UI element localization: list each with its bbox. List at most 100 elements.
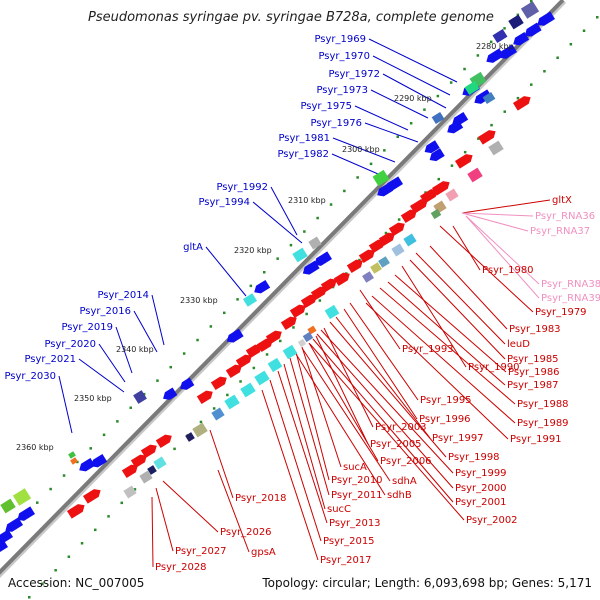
reverse-label-leader — [316, 333, 454, 489]
reverse-gene-label: Psyr_2010 — [331, 475, 383, 486]
reverse-label-leader — [315, 335, 369, 445]
reverse-label-leader — [308, 342, 379, 462]
feature-block — [267, 357, 283, 373]
forward-label-leader — [205, 246, 247, 297]
forward-label-leader — [98, 343, 126, 383]
reverse-gene-arrow — [280, 316, 297, 331]
tick-mark — [80, 542, 84, 545]
reverse-gene-label: sdhB — [387, 490, 412, 501]
feature-block — [378, 256, 390, 268]
tick-mark — [397, 218, 401, 221]
tick-mark — [449, 81, 453, 84]
reverse-gene-arrow — [121, 464, 138, 479]
reverse-label-leader — [312, 338, 454, 503]
reverse-gene-arrow — [388, 222, 405, 237]
reverse-gene-label: Psyr_RNA38 — [541, 279, 600, 290]
reverse-gene-arrow — [368, 239, 385, 254]
feature-block — [403, 233, 417, 247]
reverse-gene-arrow — [333, 272, 350, 287]
feature-block — [391, 243, 405, 257]
tick-mark — [212, 407, 216, 410]
reverse-label-leader — [301, 346, 342, 468]
tick-mark — [556, 56, 559, 59]
feature-block — [292, 247, 308, 263]
reverse-gene-label: Psyr_2028 — [155, 562, 207, 573]
feature-block — [123, 485, 137, 499]
tick-mark — [62, 474, 66, 477]
reverse-gene-arrow — [300, 294, 317, 309]
tick-mark — [463, 150, 467, 154]
tick-mark — [343, 189, 346, 193]
reverse-gene-arrow — [409, 199, 428, 214]
tick-mark — [436, 94, 440, 98]
forward-gene-arrow — [314, 251, 333, 266]
forward-gene-arrow — [429, 148, 445, 162]
genome-backbone — [0, 0, 565, 575]
reverse-gene-label: gltX — [552, 195, 572, 206]
tick-mark — [384, 231, 388, 235]
forward-gene-label: Psyr_2019 — [61, 322, 113, 333]
tick-mark — [318, 299, 322, 302]
reverse-label-leader — [452, 225, 481, 271]
forward-gene-arrow — [5, 517, 24, 532]
tick-mark — [236, 298, 239, 301]
reverse-label-leader — [465, 215, 540, 285]
feature-block — [192, 422, 208, 438]
reverse-gene-label: Psyr_2018 — [235, 493, 287, 504]
kbp-marker-label: 2350 kbp — [74, 394, 112, 403]
kbp-markers: 2280 kbp 2290 kbp 2300 kbp 2310 kbp 2320 kbp… — [16, 42, 514, 452]
reverse-gene-arrow — [512, 96, 531, 111]
tick-mark — [489, 40, 493, 44]
forward-gene-arrow — [0, 539, 9, 554]
tick-mark — [409, 122, 413, 125]
forward-label-leader — [115, 326, 133, 374]
reverse-label-leader — [151, 496, 154, 568]
reverse-label-leader — [371, 295, 516, 424]
forward-label-leader — [364, 122, 419, 143]
reverse-label-leader — [329, 321, 447, 458]
tick-mark — [292, 326, 295, 329]
reverse-gene-label: Psyr_2027 — [175, 546, 227, 557]
reverse-gene-label: Psyr_1999 — [455, 468, 507, 479]
reverse-label-leader — [269, 379, 322, 542]
gene-labels: Psyr_1969 Psyr_1970 Psyr_1972 Psyr_1973 Psyr… — [4, 34, 600, 573]
tick-mark — [49, 487, 52, 491]
reverse-label-leader — [461, 199, 551, 214]
reverse-label-leader — [465, 215, 540, 299]
tick-mark — [450, 164, 454, 167]
tick-mark — [503, 110, 506, 113]
forward-gene-arrow — [91, 453, 108, 468]
reverse-gene-label: Psyr_1985 — [507, 354, 559, 365]
reverse-label-leader — [359, 289, 401, 350]
tick-mark — [89, 447, 92, 450]
reverse-gene-label: Psyr_2011 — [331, 490, 383, 501]
reverse-gene-label: leuD — [507, 339, 530, 350]
tick-mark — [582, 29, 586, 32]
reverse-gene-label: gpsA — [251, 547, 276, 558]
feature-block — [324, 304, 340, 320]
feature-block — [492, 29, 508, 43]
tick-mark — [569, 43, 573, 46]
reverse-label-leader — [295, 351, 330, 481]
reverse-gene-label: Psyr_2003 — [375, 422, 427, 433]
tick-mark — [142, 392, 146, 396]
reverse-label-leader — [429, 245, 508, 330]
tick-mark — [76, 460, 79, 464]
reverse-label-leader — [323, 327, 374, 428]
tick-mark — [54, 569, 57, 572]
reverse-label-leader — [415, 252, 506, 345]
forward-gene-label: Psyr_2030 — [4, 371, 56, 382]
reverse-gene-arrow — [289, 304, 306, 319]
tick-mark — [596, 16, 599, 19]
reverse-gene-arrow — [210, 376, 227, 391]
reverse-label-leader — [394, 274, 507, 373]
forward-gene-label: Psyr_1981 — [278, 133, 330, 144]
feature-block — [68, 451, 76, 459]
tick-mark — [102, 433, 106, 437]
reverse-label-leader — [461, 212, 529, 232]
feature-block — [430, 208, 442, 220]
reverse-label-leader — [295, 353, 386, 496]
topology-text: Topology: circular; Length: 6,093,698 bp… — [262, 576, 592, 590]
tick-mark — [369, 162, 373, 166]
